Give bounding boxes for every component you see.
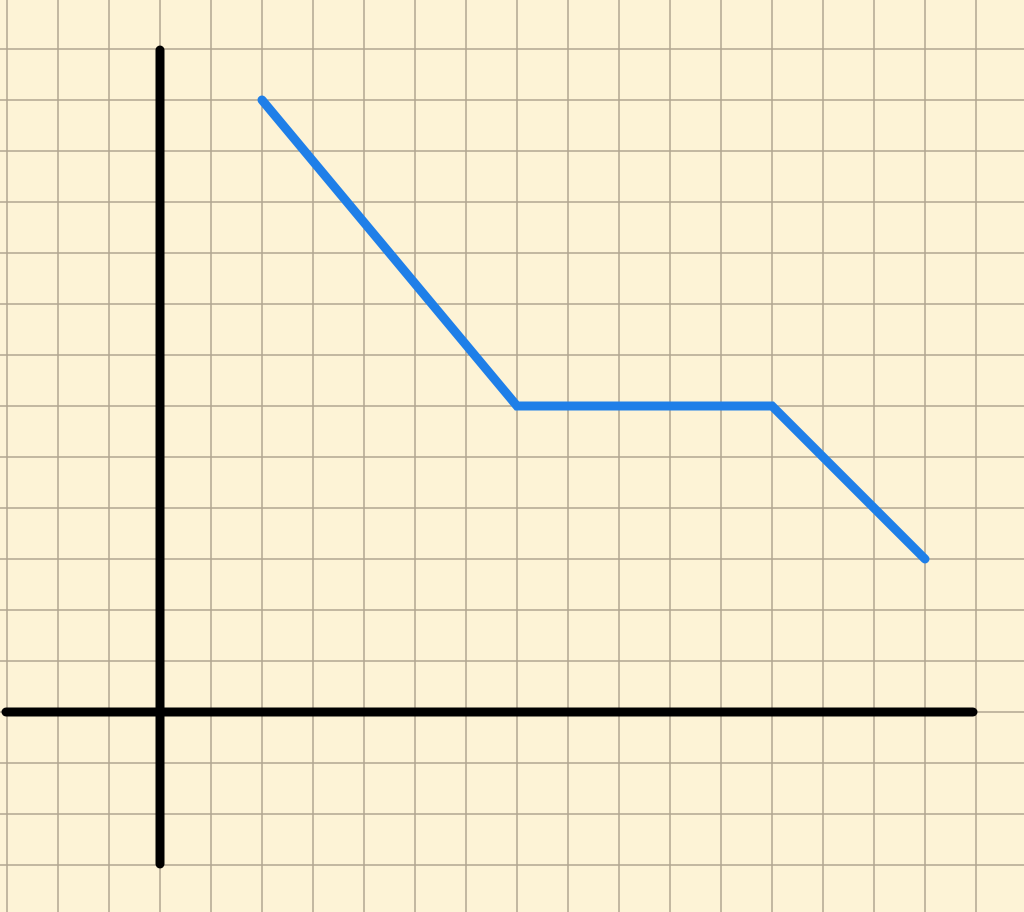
series-line	[257, 95, 930, 564]
data-series	[257, 95, 930, 564]
axes	[1, 45, 978, 869]
